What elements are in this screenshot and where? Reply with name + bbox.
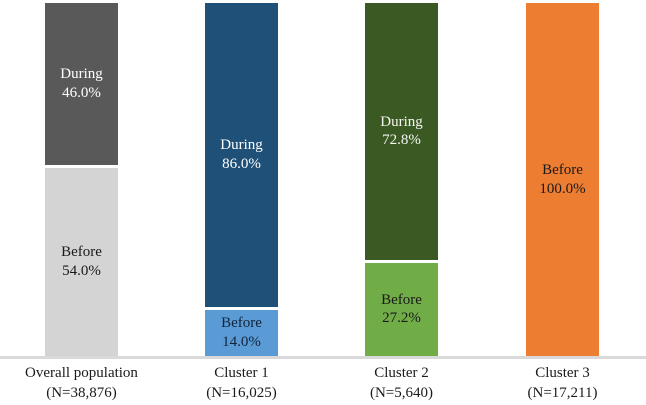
category-n-count: (N=38,876) [46, 384, 117, 401]
category-n-count: (N=16,025) [206, 384, 277, 401]
bar-cluster-2: During 72.8% Before 27.2% [365, 3, 438, 356]
category-name: Cluster 2 [374, 365, 429, 381]
segment-series-label: Before [61, 244, 102, 261]
bar-segment-cluster-2-before: Before 27.2% [365, 259, 438, 356]
segment-series-label: During [220, 137, 263, 154]
segment-value-label: 46.0% [62, 85, 101, 102]
category-label-cluster-2: Cluster 2 (N=5,640) [322, 364, 482, 403]
bar-overall-population: During 46.0% Before 54.0% [45, 3, 118, 356]
segment-series-label: Before [221, 315, 262, 332]
segment-value-label: 100.0% [539, 180, 586, 197]
segment-value-label: 54.0% [62, 263, 101, 280]
segment-series-label: During [380, 113, 423, 130]
segment-value-label: 86.0% [222, 155, 261, 172]
category-n-count: (N=5,640) [369, 384, 434, 401]
segment-value-label: 14.0% [222, 333, 261, 350]
segment-value-label: 27.2% [382, 310, 421, 327]
category-label-cluster-1: Cluster 1 (N=16,025) [162, 364, 322, 403]
bar-segment-overall-population-before: Before 54.0% [45, 165, 118, 356]
bar-segment-cluster-2-during: During 72.8% [365, 3, 438, 260]
segment-series-label: Before [381, 291, 422, 308]
segment-series-label: Before [542, 161, 583, 178]
category-name: Cluster 3 [535, 365, 590, 381]
bar-segment-overall-population-during: During 46.0% [45, 3, 118, 166]
category-label-overall-population: Overall population (N=38,876) [2, 364, 162, 403]
category-name: Cluster 1 [214, 365, 269, 381]
category-label-cluster-3: Cluster 3 (N=17,211) [483, 364, 643, 403]
bar-segment-cluster-1-during: During 86.0% [205, 3, 278, 307]
segment-series-label: During [60, 66, 103, 83]
bar-cluster-3: Before 100.0% [526, 3, 599, 356]
segment-value-label: 72.8% [382, 132, 421, 149]
x-axis-line [0, 356, 646, 359]
category-n-count: (N=17,211) [527, 384, 598, 401]
bar-cluster-1: During 86.0% Before 14.0% [205, 3, 278, 356]
bar-segment-cluster-3-before: Before 100.0% [526, 3, 599, 356]
category-name: Overall population [25, 365, 138, 381]
bar-segment-cluster-1-before: Before 14.0% [205, 306, 278, 356]
